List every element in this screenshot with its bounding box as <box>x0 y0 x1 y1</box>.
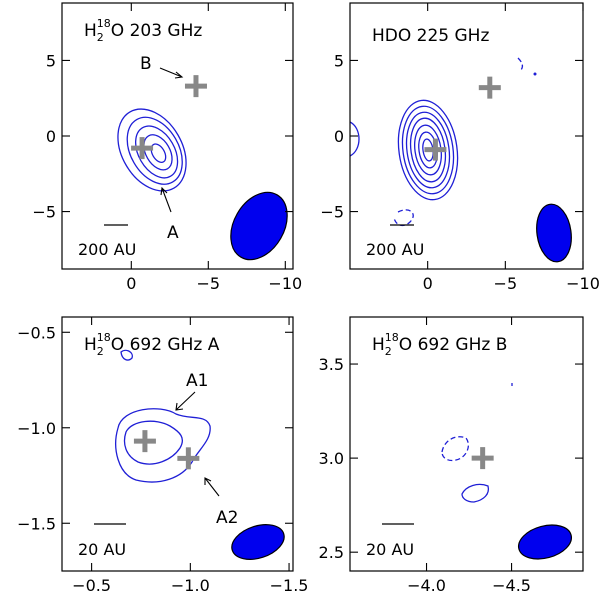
source-label-a2: A2 <box>216 508 238 528</box>
axes-frame <box>61 316 294 572</box>
y-tick-label: −1.5 <box>17 514 56 533</box>
source-label-a1: A1 <box>186 371 208 391</box>
y-ticks: −5 0 5 <box>320 51 583 222</box>
y-tick-label: 3.0 <box>319 449 344 468</box>
y-ticks: 2.5 3.0 3.5 <box>319 355 583 562</box>
y-tick-label: 2.5 <box>319 543 344 562</box>
axes-frame <box>349 316 584 572</box>
x-tick-label: −4.0 <box>407 576 446 595</box>
contour-level-5 <box>150 143 167 164</box>
y-tick-label: −5 <box>32 203 56 222</box>
contours <box>117 108 288 261</box>
y-tick-label: 0 <box>334 127 344 146</box>
arrow-a1 <box>175 391 196 411</box>
panel-title: H218O 692 GHz B <box>372 331 507 358</box>
contour-inner <box>123 420 184 465</box>
arrow-b <box>159 67 184 79</box>
x-tick-label: −10 <box>566 274 600 293</box>
x-tick-label: 0 <box>423 274 433 293</box>
scale-label: 200 AU <box>78 240 136 259</box>
source-cross-b <box>478 76 501 99</box>
y-ticks: −1.5 −1.0 −0.5 <box>17 323 293 533</box>
y-tick-label: 5 <box>46 51 56 70</box>
y-tick-label: 5 <box>334 51 344 70</box>
source-label-a: A <box>167 223 179 243</box>
source-cross-a <box>424 138 447 161</box>
scale-label: 20 AU <box>366 540 414 559</box>
contour-level-2 <box>401 105 455 195</box>
panel-title: HDO 225 GHz <box>372 26 489 46</box>
source-markers <box>424 76 501 161</box>
x-tick-label: −5 <box>197 274 221 293</box>
x-ticks: −0.5 −1.0 −1.5 <box>72 317 308 595</box>
contours <box>350 57 572 263</box>
contour-edge-left <box>350 121 360 157</box>
y-tick-label: −5 <box>320 203 344 222</box>
source-cross-b <box>184 75 207 98</box>
y-tick-label: 0 <box>46 127 56 146</box>
contour-level-2 <box>126 116 183 185</box>
contour-negative <box>441 436 470 462</box>
contour-level-3 <box>405 111 451 189</box>
contour-outer <box>115 408 211 483</box>
y-tick-label: −1.0 <box>17 419 56 438</box>
panel-h218o-692ghz-b: −4.0 −4.5 2.5 3.0 3.5 H218O 692 GHz B 20 AU <box>319 316 584 595</box>
contour-positive <box>461 483 490 503</box>
x-ticks: −4.0 −4.5 <box>407 317 531 595</box>
source-cross-a1 <box>133 430 156 453</box>
y-tick-label: −0.5 <box>17 323 56 342</box>
source-markers <box>471 447 494 470</box>
contour-level-3 <box>134 125 179 179</box>
contour-level-4 <box>143 134 173 171</box>
source-cross-b <box>471 447 494 470</box>
panel-title: H218O 692 GHz A <box>84 331 220 358</box>
x-tick-label: −0.5 <box>72 576 111 595</box>
source-markers <box>131 75 207 160</box>
contour-negative-1 <box>393 209 414 227</box>
contour-level-1 <box>117 108 187 192</box>
x-tick-label: −1.5 <box>270 576 309 595</box>
contour-level-1 <box>397 99 459 201</box>
beam-ellipse <box>231 524 285 560</box>
x-tick-label: −5 <box>494 274 518 293</box>
scale-label: 20 AU <box>78 540 126 559</box>
contour-negative-2 <box>517 57 524 71</box>
contours <box>115 349 285 560</box>
x-ticks: 0 −5 −10 <box>423 3 600 293</box>
y-tick-label: 3.5 <box>319 355 344 374</box>
panel-title: H218O 203 GHz <box>84 17 202 44</box>
beam-ellipse <box>517 524 573 560</box>
source-cross-a2 <box>177 447 200 470</box>
contours <box>441 383 573 560</box>
source-markers <box>133 430 200 470</box>
x-tick-label: −4.5 <box>492 576 531 595</box>
scale-label: 200 AU <box>366 240 424 259</box>
contour-dot <box>533 72 537 76</box>
x-tick-label: 0 <box>126 274 136 293</box>
x-tick-label: −1.0 <box>171 576 210 595</box>
y-ticks: −5 0 5 <box>32 51 293 222</box>
arrow-a <box>160 186 172 213</box>
panel-hdo-225ghz: 0 −5 −10 −5 0 5 HDO 225 GHz 200 AU <box>320 2 600 293</box>
x-tick-label: −10 <box>268 274 302 293</box>
source-cross-a <box>131 137 154 160</box>
source-label-b: B <box>140 54 152 74</box>
panel-h218o-692ghz-a: −0.5 −1.0 −1.5 −1.5 −1.0 −0.5 H218O 692 GHz … <box>17 316 308 595</box>
contour-small <box>120 349 133 361</box>
beam-ellipse <box>536 203 572 263</box>
arrow-a2 <box>204 477 220 497</box>
x-ticks: 0 −5 −10 <box>126 3 302 293</box>
beam-ellipse <box>230 191 288 261</box>
panel-h218o-203ghz: 0 −5 −10 −5 0 5 H218O 203 GHz B A 200 AU <box>32 2 302 293</box>
